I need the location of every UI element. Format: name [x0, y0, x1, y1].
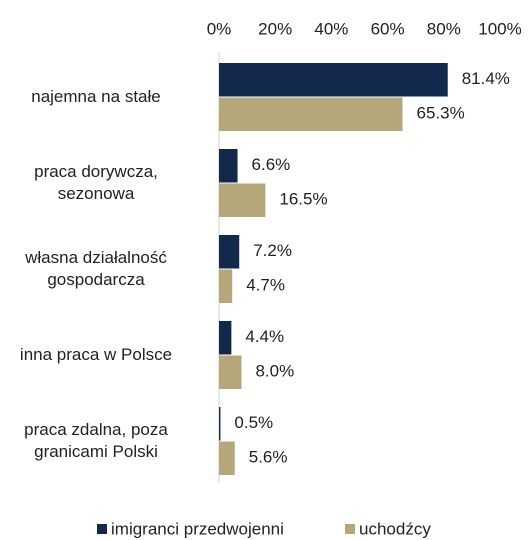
- value-label: 7.2%: [253, 241, 292, 260]
- value-label: 8.0%: [255, 362, 294, 381]
- category-label: inna praca w Polsce: [19, 344, 173, 364]
- category-label: praca dorywcza, sezonowa: [34, 161, 158, 203]
- bar: [219, 149, 238, 183]
- legend-label: imigranci przedwojenni: [111, 519, 284, 538]
- bar: [219, 355, 242, 389]
- value-label: 4.4%: [245, 327, 284, 346]
- bar: [219, 321, 232, 355]
- value-label: 6.6%: [252, 155, 291, 174]
- bar: [219, 183, 266, 217]
- x-tick-label: 100%: [478, 19, 521, 38]
- bar: [219, 235, 240, 269]
- legend-swatch: [345, 524, 355, 534]
- value-label: 65.3%: [416, 104, 464, 123]
- value-label: 4.7%: [246, 276, 285, 295]
- bar: [219, 441, 235, 475]
- legend-swatch: [97, 524, 107, 534]
- bar: [219, 63, 448, 97]
- x-tick-label: 80%: [427, 19, 461, 38]
- x-tick-label: 0%: [207, 19, 232, 38]
- value-label: 81.4%: [462, 69, 510, 88]
- x-tick-label: 60%: [371, 19, 405, 38]
- category-label: najemna na stałe: [31, 86, 161, 106]
- category-label: własna działalność gospodarcza: [25, 247, 167, 289]
- x-tick-label: 40%: [314, 19, 348, 38]
- category-label: praca zdalna, poza granicami Polski: [24, 419, 168, 461]
- value-label: 5.6%: [249, 448, 288, 467]
- value-label: 16.5%: [279, 190, 327, 209]
- x-tick-label: 20%: [258, 19, 292, 38]
- bar: [219, 269, 233, 303]
- bar: [219, 97, 403, 131]
- bar: [219, 407, 221, 441]
- value-label: 0.5%: [234, 413, 273, 432]
- legend-label: uchodźcy: [359, 519, 431, 538]
